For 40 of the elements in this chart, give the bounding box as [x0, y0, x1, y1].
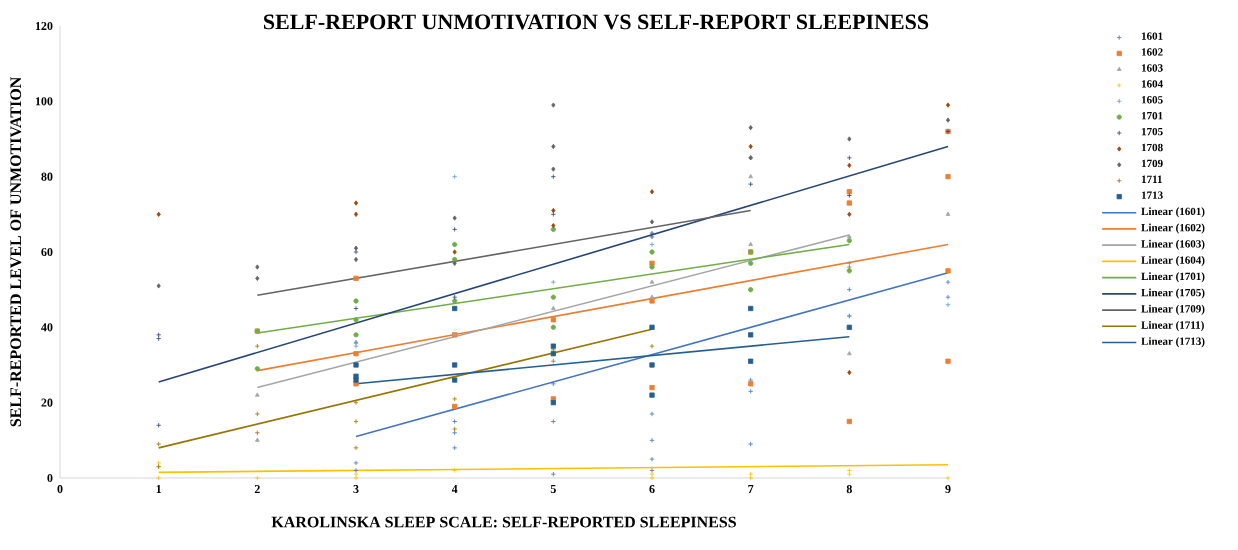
- y-tick-label: 80: [41, 172, 53, 181]
- y-tick-label: 60: [41, 247, 53, 257]
- x-axis-title: KAROLINSKA SLEEP SCALE: SELF-REPORTED SLEEPINESS: [271, 516, 736, 528]
- x-tick-label: 0: [57, 485, 63, 494]
- legend-label: 1711: [1141, 175, 1162, 183]
- y-axis-title: SELF-REPORTED LEVEL OF UNMOTIVATION: [10, 76, 22, 427]
- y-tick-label: 40: [41, 323, 53, 332]
- legend-label: Linear (1604): [1141, 256, 1205, 267]
- legend-label: Linear (1603): [1141, 239, 1205, 250]
- legend-label: 1713: [1141, 191, 1163, 199]
- legend-label: Linear (1705): [1141, 288, 1205, 299]
- y-tick-label: 20: [41, 398, 53, 407]
- y-tick-label: 100: [35, 97, 53, 106]
- legend-label: Linear (1711): [1141, 320, 1204, 331]
- legend-label: 1708: [1141, 143, 1163, 152]
- x-tick-label: 4: [451, 485, 458, 493]
- x-tick-label: 9: [945, 485, 951, 494]
- legend-label: 1701: [1141, 111, 1163, 120]
- y-tick-label: 120: [35, 21, 53, 31]
- y-tick-label: 0: [47, 473, 53, 483]
- legend-label: Linear (1601): [1141, 207, 1205, 218]
- legend-label: 1709: [1141, 159, 1163, 168]
- x-tick-label: 1: [156, 485, 162, 493]
- x-tick-label: 7: [748, 485, 754, 493]
- legend-label: Linear (1602): [1141, 223, 1205, 234]
- legend-label: 1602: [1141, 48, 1163, 56]
- legend-label: Linear (1709): [1141, 304, 1205, 315]
- legend-label: Linear (1713): [1141, 337, 1205, 348]
- legend-label: 1604: [1141, 80, 1163, 88]
- x-tick-label: 3: [353, 485, 359, 494]
- x-tick-label: 2: [254, 485, 260, 493]
- legend-label: 1705: [1141, 127, 1163, 136]
- legend-label: Linear (1701): [1141, 272, 1205, 283]
- x-tick-label: 6: [649, 485, 655, 494]
- x-tick-label: 5: [550, 485, 556, 494]
- legend-label: 1601: [1141, 32, 1163, 40]
- chart-title: SELF-REPORT UNMOTIVATION VS SELF-REPORT SLEEPINESS: [264, 14, 929, 30]
- x-tick-label: 8: [846, 485, 852, 494]
- legend-label: 1605: [1141, 96, 1163, 104]
- legend-label: 1603: [1141, 64, 1163, 72]
